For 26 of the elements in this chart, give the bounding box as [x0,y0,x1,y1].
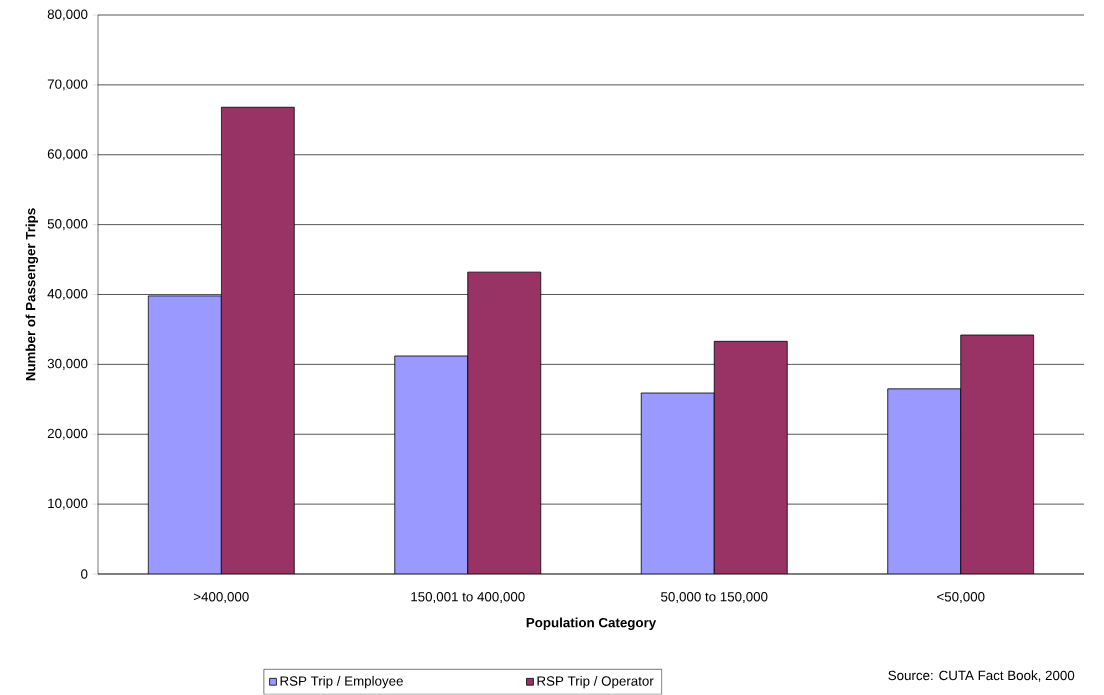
y-axis-title: Number of Passenger Trips [25,208,39,381]
x-tick-label: 50,000 to 150,000 [661,592,768,604]
bar [394,355,469,575]
x-tick-label: >400,000 [193,592,249,604]
y-tick-label: 50,000 [47,219,88,231]
bar [960,334,1035,575]
y-tick-label: 60,000 [47,149,88,161]
legend-label: RSP Trip / Employee [280,676,403,689]
y-tick-label: 40,000 [47,289,88,301]
y-tick-label: 10,000 [48,498,88,510]
y-tick-label: 20,000 [47,428,88,440]
y-tick-label: 80,000 [47,9,88,21]
legend-label: RSP Trip / Operator [537,676,654,689]
x-tick-label: <50,000 [937,592,985,604]
bar [467,271,542,575]
y-tick-label: 70,000 [47,79,88,91]
bar [640,392,715,575]
bar [887,388,962,575]
x-axis-title: Population Category [526,617,657,631]
source-note: Source: CUTA Fact Book, 2000 [888,670,1075,682]
y-tick-label: 0 [81,569,88,579]
bar [713,341,788,575]
bar [147,295,222,575]
x-tick-label: 150,001 to 400,000 [411,592,525,604]
y-tick-label: 30,000 [47,359,88,371]
bar [220,107,295,575]
